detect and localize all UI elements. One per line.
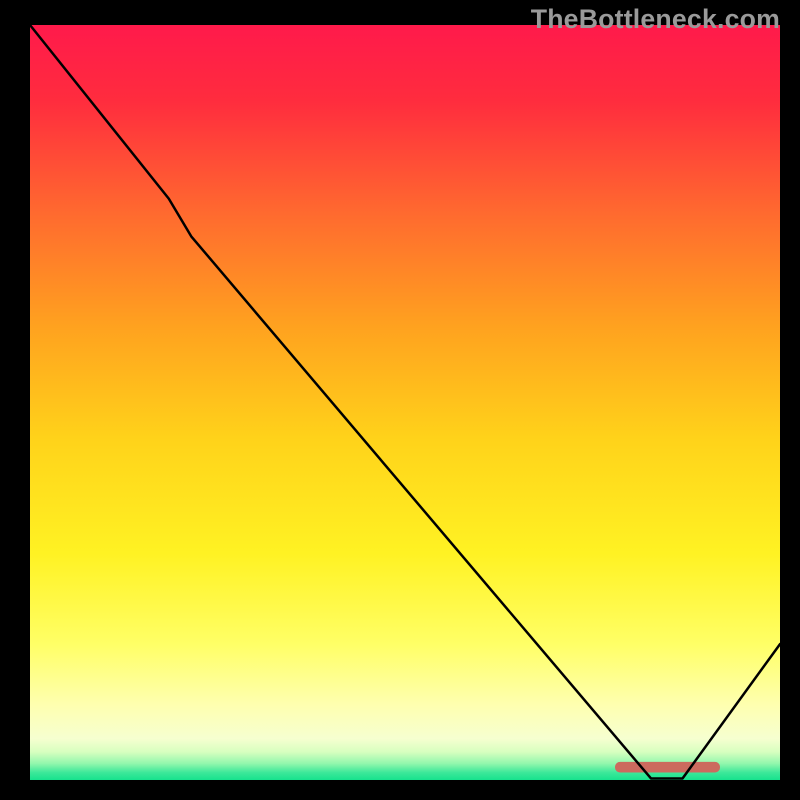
chart-frame: TheBottleneck.com	[0, 0, 800, 800]
watermark-text: TheBottleneck.com	[531, 4, 780, 35]
gradient-background	[30, 25, 780, 780]
chart-svg	[0, 0, 800, 800]
bottom-marker	[615, 762, 720, 773]
